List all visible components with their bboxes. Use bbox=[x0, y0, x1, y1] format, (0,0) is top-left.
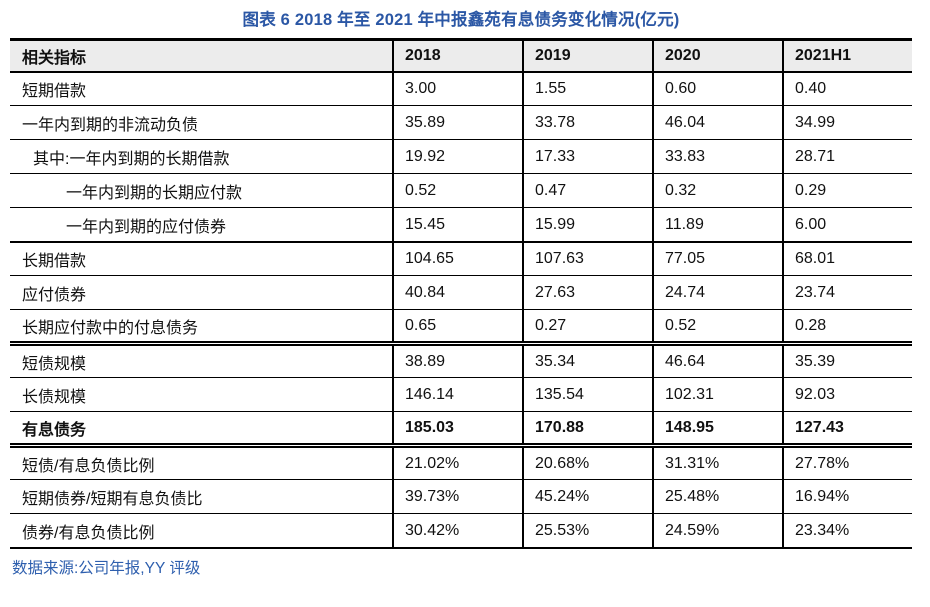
table-row: 债券/有息负债比例 30.42% 25.53% 24.59% 23.34% bbox=[10, 513, 912, 548]
row-label: 有息债务 bbox=[10, 411, 393, 446]
cell-value: 0.32 bbox=[652, 173, 783, 208]
cell-value: 35.89 bbox=[392, 105, 523, 140]
row-label: 债券/有息负债比例 bbox=[10, 513, 393, 548]
cell-value: 6.00 bbox=[782, 207, 912, 242]
row-label: 应付债券 bbox=[10, 275, 393, 310]
row-label: 长期应付款中的付息债务 bbox=[10, 309, 393, 344]
table-row: 其中:一年内到期的长期借款 19.92 17.33 33.83 28.71 bbox=[10, 139, 912, 174]
row-label: 短债/有息负债比例 bbox=[10, 443, 393, 480]
report-figure: 图表 6 2018 年至 2021 年中报鑫苑有息债务变化情况(亿元) 相关指标… bbox=[10, 11, 912, 577]
cell-value: 28.71 bbox=[782, 139, 912, 174]
cell-value: 19.92 bbox=[392, 139, 523, 174]
cell-value: 146.14 bbox=[392, 377, 523, 412]
cell-value: 3.00 bbox=[392, 71, 523, 106]
table-row: 短债规模 38.89 35.34 46.64 35.39 bbox=[10, 341, 912, 378]
figure-title: 图表 6 2018 年至 2021 年中报鑫苑有息债务变化情况(亿元) bbox=[242, 11, 680, 29]
cell-value: 45.24% bbox=[522, 479, 653, 514]
cell-value: 34.99 bbox=[782, 105, 912, 140]
debt-table: 相关指标 2018 2019 2020 2021H1 短期借款 3.00 1.55 0.60 0… bbox=[10, 38, 912, 549]
column-header-year: 2020 bbox=[652, 39, 783, 73]
cell-value: 23.74 bbox=[782, 275, 912, 310]
column-header-year: 2018 bbox=[392, 39, 523, 73]
column-header-indicator: 相关指标 bbox=[10, 39, 393, 73]
row-label: 短期借款 bbox=[22, 83, 87, 101]
cell-value: 135.54 bbox=[522, 377, 653, 412]
cell-value: 46.64 bbox=[652, 341, 783, 378]
cell-value: 102.31 bbox=[652, 377, 783, 412]
cell-value: 15.45 bbox=[392, 207, 523, 242]
cell-value: 1.55 bbox=[522, 71, 653, 106]
table-row: 短债/有息负债比例 21.02% 20.68% 31.31% 27.78% bbox=[10, 443, 912, 480]
table-row: 一年内到期的长期应付款 0.52 0.47 0.32 0.29 bbox=[10, 173, 912, 208]
cell-value: 77.05 bbox=[652, 240, 783, 276]
cell-value: 104.65 bbox=[392, 240, 523, 276]
data-source-note: 数据来源:公司年报,YY 评级 bbox=[12, 559, 201, 577]
cell-value: 0.52 bbox=[392, 173, 523, 208]
cell-value: 107.63 bbox=[522, 240, 653, 276]
cell-value: 23.34% bbox=[782, 513, 912, 548]
cell-value: 21.02% bbox=[392, 443, 523, 480]
cell-value: 35.34 bbox=[522, 341, 653, 378]
table-header-row: 相关指标 2018 2019 2020 2021H1 bbox=[10, 39, 912, 73]
cell-value: 92.03 bbox=[782, 377, 912, 412]
cell-value: 0.29 bbox=[782, 173, 912, 208]
row-label: 长期借款 bbox=[10, 240, 393, 276]
cell-value: 170.88 bbox=[522, 411, 653, 446]
cell-value: 185.03 bbox=[392, 411, 523, 446]
cell-value: 24.74 bbox=[652, 275, 783, 310]
cell-value: 0.47 bbox=[522, 173, 653, 208]
cell-value: 148.95 bbox=[652, 411, 783, 446]
cell-value: 0.60 bbox=[652, 71, 783, 106]
cell-value: 25.53% bbox=[522, 513, 653, 548]
column-header-year: 2021H1 bbox=[782, 39, 912, 73]
table-row: 长期借款 104.65 107.63 77.05 68.01 bbox=[10, 240, 912, 276]
row-label: 一年内到期的非流动负债 bbox=[10, 105, 393, 140]
cell-value: 68.01 bbox=[782, 240, 912, 276]
cell-value: 27.78% bbox=[782, 443, 912, 480]
row-label: 其中:一年内到期的长期借款 bbox=[10, 139, 393, 174]
row-label: 短期债券/短期有息负债比 bbox=[10, 479, 393, 514]
row-label: 一年内到期的长期应付款 bbox=[10, 173, 393, 208]
cell-value: 24.59% bbox=[652, 513, 783, 548]
cell-value: 46.04 bbox=[652, 105, 783, 140]
cell-value: 33.83 bbox=[652, 139, 783, 174]
table-row: 一年内到期的非流动负债 35.89 33.78 46.04 34.99 bbox=[10, 105, 912, 140]
cell-value: 30.42% bbox=[392, 513, 523, 548]
table-body: 短期借款 3.00 1.55 0.60 0.40 一年内到期的非流动负债 35.89 33.7… bbox=[10, 71, 912, 548]
table-row: 短期债券/短期有息负债比 39.73% 45.24% 25.48% 16.94% bbox=[10, 479, 912, 514]
column-header-year: 2019 bbox=[522, 39, 653, 73]
table-row: 长债规模 146.14 135.54 102.31 92.03 bbox=[10, 377, 912, 412]
cell-value: 33.78 bbox=[522, 105, 653, 140]
cell-value: 20.68% bbox=[522, 443, 653, 480]
cell-value: 25.48% bbox=[652, 479, 783, 514]
table-row: 应付债券 40.84 27.63 24.74 23.74 bbox=[10, 275, 912, 310]
cell-value: 127.43 bbox=[782, 411, 912, 446]
row-label: 长债规模 bbox=[10, 377, 393, 412]
cell-value: 31.31% bbox=[652, 443, 783, 480]
table-row: 有息债务 185.03 170.88 148.95 127.43 bbox=[10, 411, 912, 446]
cell-value: 35.39 bbox=[782, 341, 912, 378]
cell-value: 17.33 bbox=[522, 139, 653, 174]
cell-value: 0.27 bbox=[522, 309, 653, 344]
table-row: 长期应付款中的付息债务 0.65 0.27 0.52 0.28 bbox=[10, 309, 912, 344]
table-row: 一年内到期的应付债券 15.45 15.99 11.89 6.00 bbox=[10, 207, 912, 242]
cell-value: 0.52 bbox=[652, 309, 783, 344]
cell-value: 15.99 bbox=[522, 207, 653, 242]
cell-value: 16.94% bbox=[782, 479, 912, 514]
cell-value: 40.84 bbox=[392, 275, 523, 310]
cell-value: 39.73% bbox=[392, 479, 523, 514]
cell-value: 27.63 bbox=[522, 275, 653, 310]
row-label: 短债规模 bbox=[10, 341, 393, 378]
cell-value: 0.65 bbox=[392, 309, 523, 344]
table-row: 短期借款 3.00 1.55 0.60 0.40 bbox=[10, 71, 912, 106]
row-label: 一年内到期的应付债券 bbox=[10, 207, 393, 242]
cell-value: 38.89 bbox=[392, 341, 523, 378]
cell-value: 0.28 bbox=[782, 309, 912, 344]
cell-value: 11.89 bbox=[652, 207, 783, 242]
cell-value: 0.40 bbox=[782, 71, 912, 106]
